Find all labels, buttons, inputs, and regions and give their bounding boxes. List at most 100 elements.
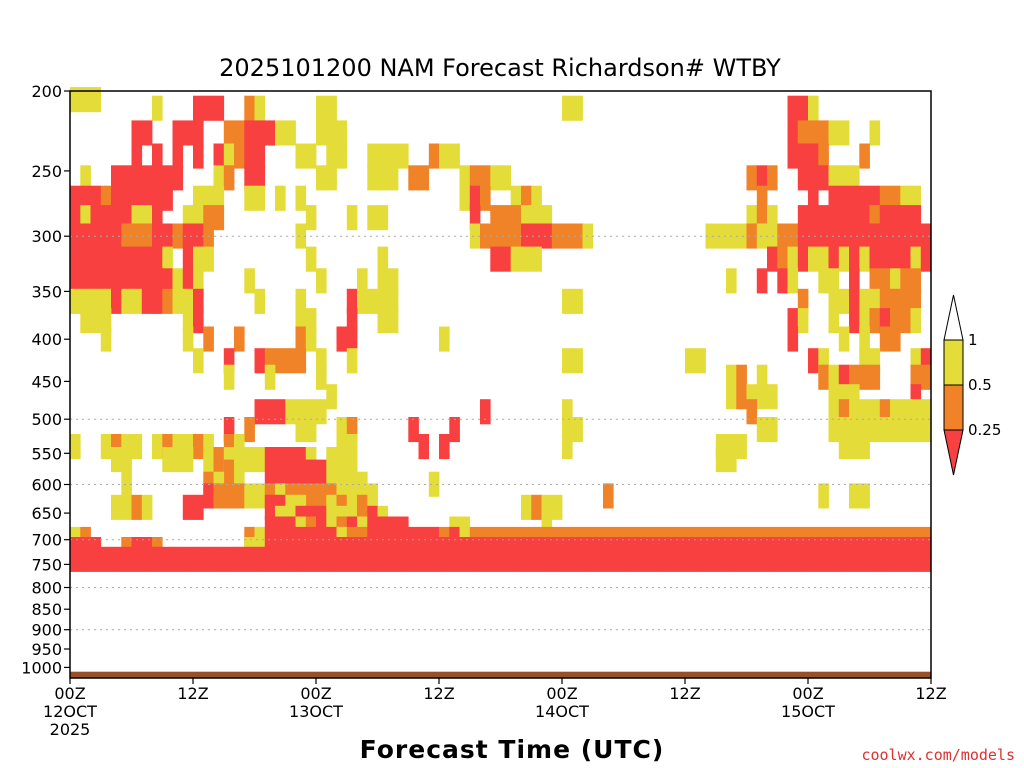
data-cell xyxy=(244,417,255,443)
data-cell xyxy=(367,143,378,169)
data-cell xyxy=(203,205,214,231)
data-cell xyxy=(859,546,870,572)
data-cell xyxy=(90,308,102,334)
data-cell xyxy=(439,546,450,572)
data-cell xyxy=(213,143,225,169)
data-cell xyxy=(193,246,204,272)
data-cell xyxy=(623,546,635,572)
data-cell xyxy=(285,348,296,374)
data-cell xyxy=(910,185,922,211)
data-cell xyxy=(849,384,860,410)
data-cell xyxy=(295,417,307,443)
data-cell xyxy=(838,417,850,443)
data-cell xyxy=(510,185,522,211)
data-cell xyxy=(70,223,81,249)
data-cell xyxy=(90,288,102,314)
data-cell xyxy=(849,417,860,443)
data-cell xyxy=(244,95,255,121)
data-cell xyxy=(357,288,368,314)
data-cell xyxy=(500,205,512,231)
data-cell xyxy=(100,434,112,460)
data-cell xyxy=(316,364,327,390)
data-cell xyxy=(900,268,911,294)
data-cell xyxy=(316,348,327,374)
data-cell xyxy=(295,288,307,314)
data-cell xyxy=(910,205,922,231)
data-cell xyxy=(162,288,173,314)
data-cell xyxy=(480,546,491,572)
data-cell xyxy=(131,120,143,146)
data-cell xyxy=(726,434,737,460)
data-cell xyxy=(808,223,819,249)
data-cell xyxy=(849,364,860,390)
data-cell xyxy=(152,434,163,460)
data-cell xyxy=(152,223,163,249)
data-cell xyxy=(346,288,358,314)
data-cell xyxy=(387,546,399,572)
data-cell xyxy=(838,364,850,390)
data-cell xyxy=(818,364,829,390)
data-cell xyxy=(879,417,891,443)
data-cell xyxy=(408,546,419,572)
data-cell xyxy=(469,205,481,231)
data-cell xyxy=(182,288,194,314)
data-cell xyxy=(316,268,327,294)
data-cell xyxy=(510,246,522,272)
data-cell xyxy=(90,205,102,231)
data-cell xyxy=(234,459,245,485)
data-cell xyxy=(336,326,348,352)
data-cell xyxy=(316,120,327,146)
data-cell xyxy=(541,505,553,531)
data-cell xyxy=(387,165,399,191)
data-cell xyxy=(695,546,706,572)
data-cell xyxy=(295,143,307,169)
data-cell xyxy=(70,185,81,211)
data-cell xyxy=(603,483,614,509)
data-cell xyxy=(141,268,153,294)
data-cell xyxy=(900,185,911,211)
data-cell xyxy=(121,447,132,473)
data-cell xyxy=(234,326,245,352)
data-cell xyxy=(767,205,778,231)
data-cell xyxy=(131,185,143,211)
data-cell xyxy=(377,143,389,169)
y-tick-label: 450 xyxy=(31,372,62,391)
data-cell xyxy=(849,434,860,460)
data-cell xyxy=(275,348,286,374)
x-tick-label: 12Z xyxy=(669,684,700,703)
y-tick-label: 300 xyxy=(31,227,62,246)
data-cell xyxy=(746,399,758,425)
colorbar-label: 0.25 xyxy=(968,421,1001,439)
x-tick-label: 00Z xyxy=(54,684,85,703)
data-cell xyxy=(234,447,245,473)
data-cell xyxy=(828,364,840,390)
data-cell xyxy=(111,223,122,249)
data-cell xyxy=(223,348,235,374)
data-cell xyxy=(428,143,440,169)
data-cell xyxy=(869,246,881,272)
data-cell xyxy=(305,447,317,473)
data-cell xyxy=(305,546,317,572)
data-cell xyxy=(223,165,235,191)
data-cell xyxy=(818,165,829,191)
data-cell xyxy=(828,185,840,211)
data-cell xyxy=(193,268,204,294)
data-cell xyxy=(70,288,81,314)
data-cell xyxy=(869,120,881,146)
data-cell xyxy=(500,223,512,249)
data-cell xyxy=(295,399,307,425)
data-cell xyxy=(633,546,645,572)
data-cell xyxy=(377,288,389,314)
data-cell xyxy=(254,483,266,509)
data-cell xyxy=(562,95,573,121)
data-cell xyxy=(193,494,204,520)
data-cell xyxy=(182,308,194,334)
data-cell xyxy=(193,308,204,334)
data-cell xyxy=(869,205,881,231)
heatmap-cells xyxy=(70,87,932,572)
data-cell xyxy=(797,165,809,191)
data-cell xyxy=(244,165,255,191)
data-cell xyxy=(111,288,122,314)
data-cell xyxy=(746,546,758,572)
data-cell xyxy=(890,417,901,443)
